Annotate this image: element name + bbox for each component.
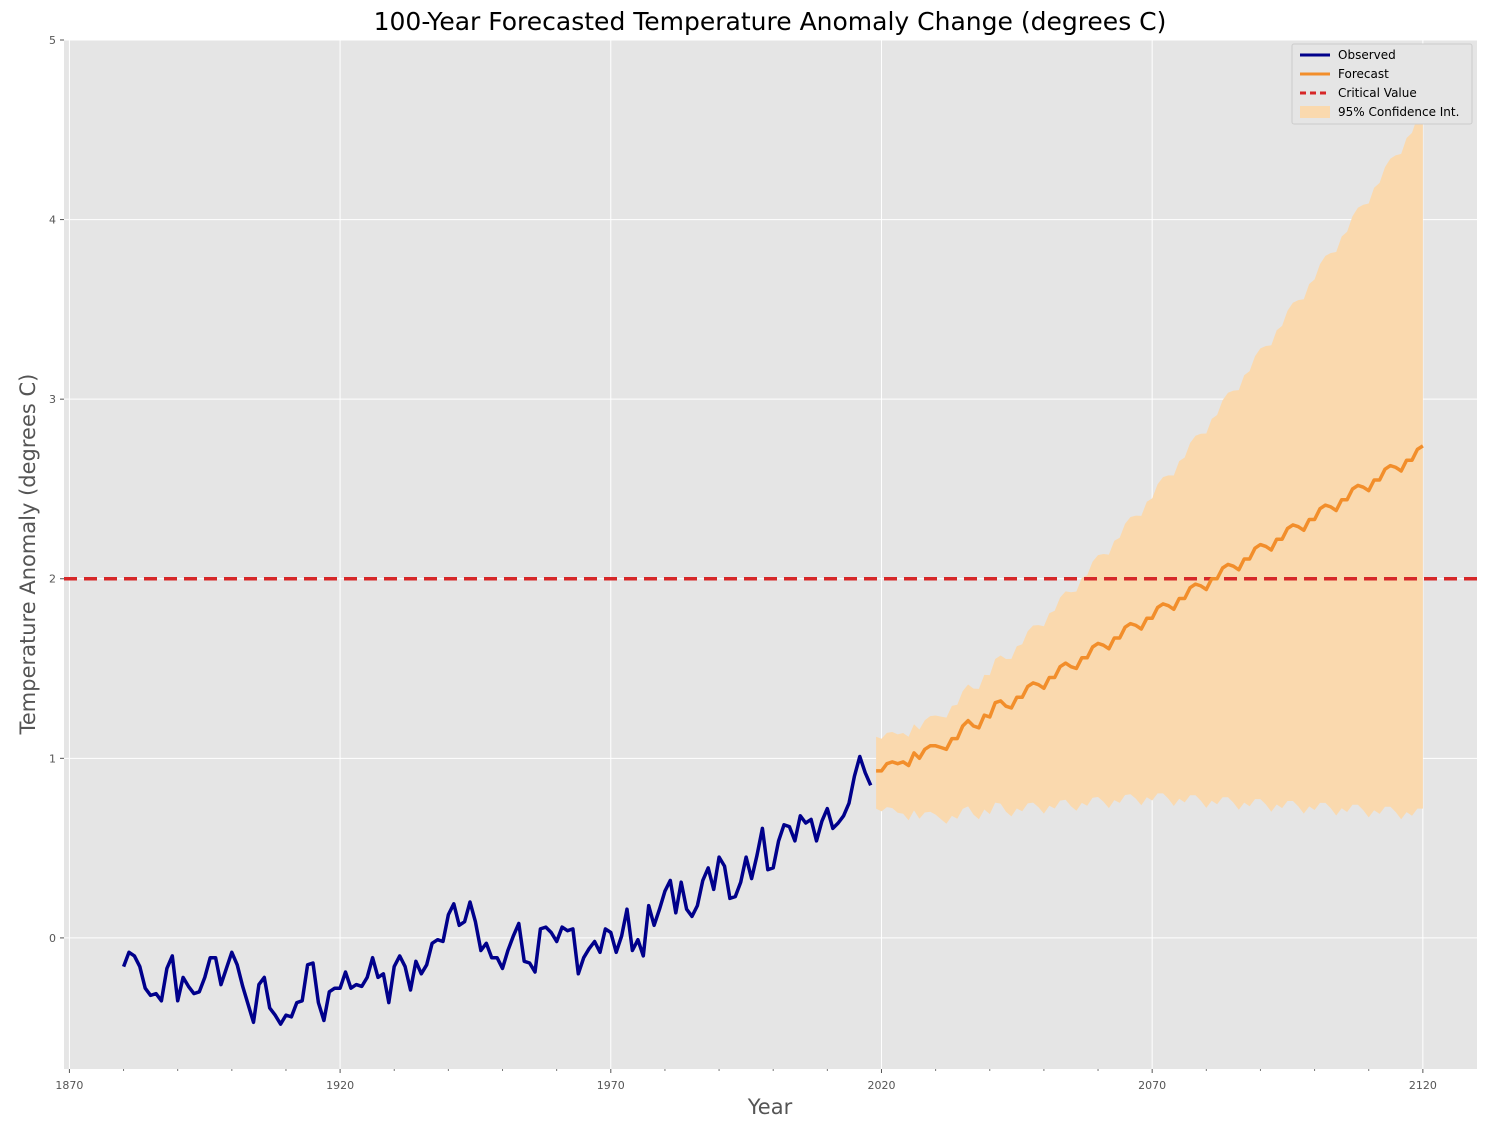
- x-axis-title: Year: [747, 1095, 793, 1119]
- legend-label: 95% Confidence Int.: [1338, 105, 1459, 119]
- y-tick-label: 2: [49, 573, 56, 586]
- legend-label: Observed: [1338, 48, 1396, 62]
- y-tick-label: 1: [49, 752, 56, 765]
- y-axis-title: Temperature Anomaly (degrees C): [16, 374, 40, 736]
- x-tick-label: 2120: [1409, 1079, 1437, 1092]
- legend-swatch-area: [1300, 106, 1330, 118]
- y-tick-label: 0: [49, 932, 56, 945]
- legend: Observed Forecast Critical Value 95% Confid…: [1291, 43, 1473, 125]
- confidence-band: [876, 108, 1423, 824]
- forecast-line: [876, 444, 1424, 773]
- x-tick-label: 2020: [867, 1079, 895, 1092]
- y-tick-label: 3: [49, 393, 56, 406]
- legend-label: Forecast: [1338, 67, 1389, 81]
- confidence-interval-layer: [876, 108, 1423, 824]
- observed-line: [121, 754, 873, 1026]
- y-tick-label: 4: [49, 214, 56, 227]
- y-tick-label: 5: [49, 34, 56, 47]
- legend-label: Critical Value: [1338, 86, 1417, 100]
- tick-labels: 1870 1920 1970 2020 2070 2120 0 1 2 3 4 5: [49, 34, 1437, 1092]
- series-layer: [121, 444, 1424, 1026]
- x-tick-label: 1870: [55, 1079, 83, 1092]
- x-tick-label: 1920: [326, 1079, 354, 1092]
- x-tick-label: 1970: [597, 1079, 625, 1092]
- x-tick-label: 2070: [1138, 1079, 1166, 1092]
- chart-title: 100-Year Forecasted Temperature Anomaly …: [374, 7, 1167, 36]
- legend-frame: [1291, 43, 1473, 125]
